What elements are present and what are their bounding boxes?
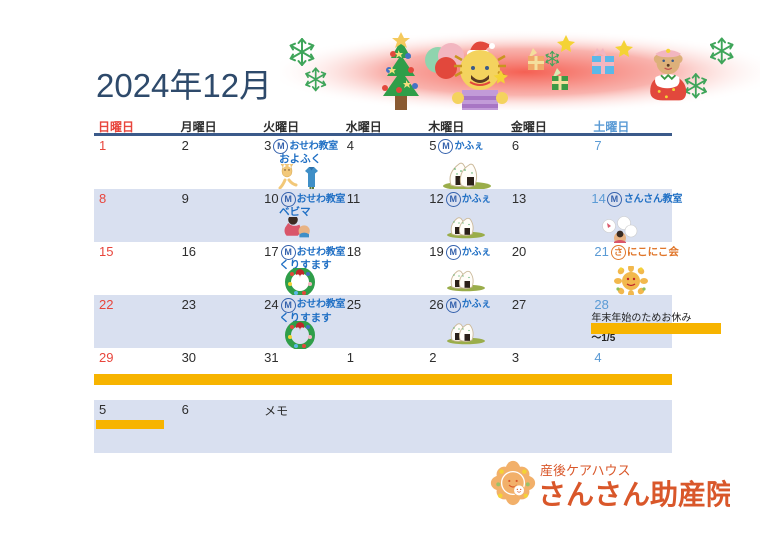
svg-text:さんさん助産院: さんさん助産院 <box>538 478 730 510</box>
svg-text:産後ケアハウス: 産後ケアハウス <box>540 463 630 478</box>
